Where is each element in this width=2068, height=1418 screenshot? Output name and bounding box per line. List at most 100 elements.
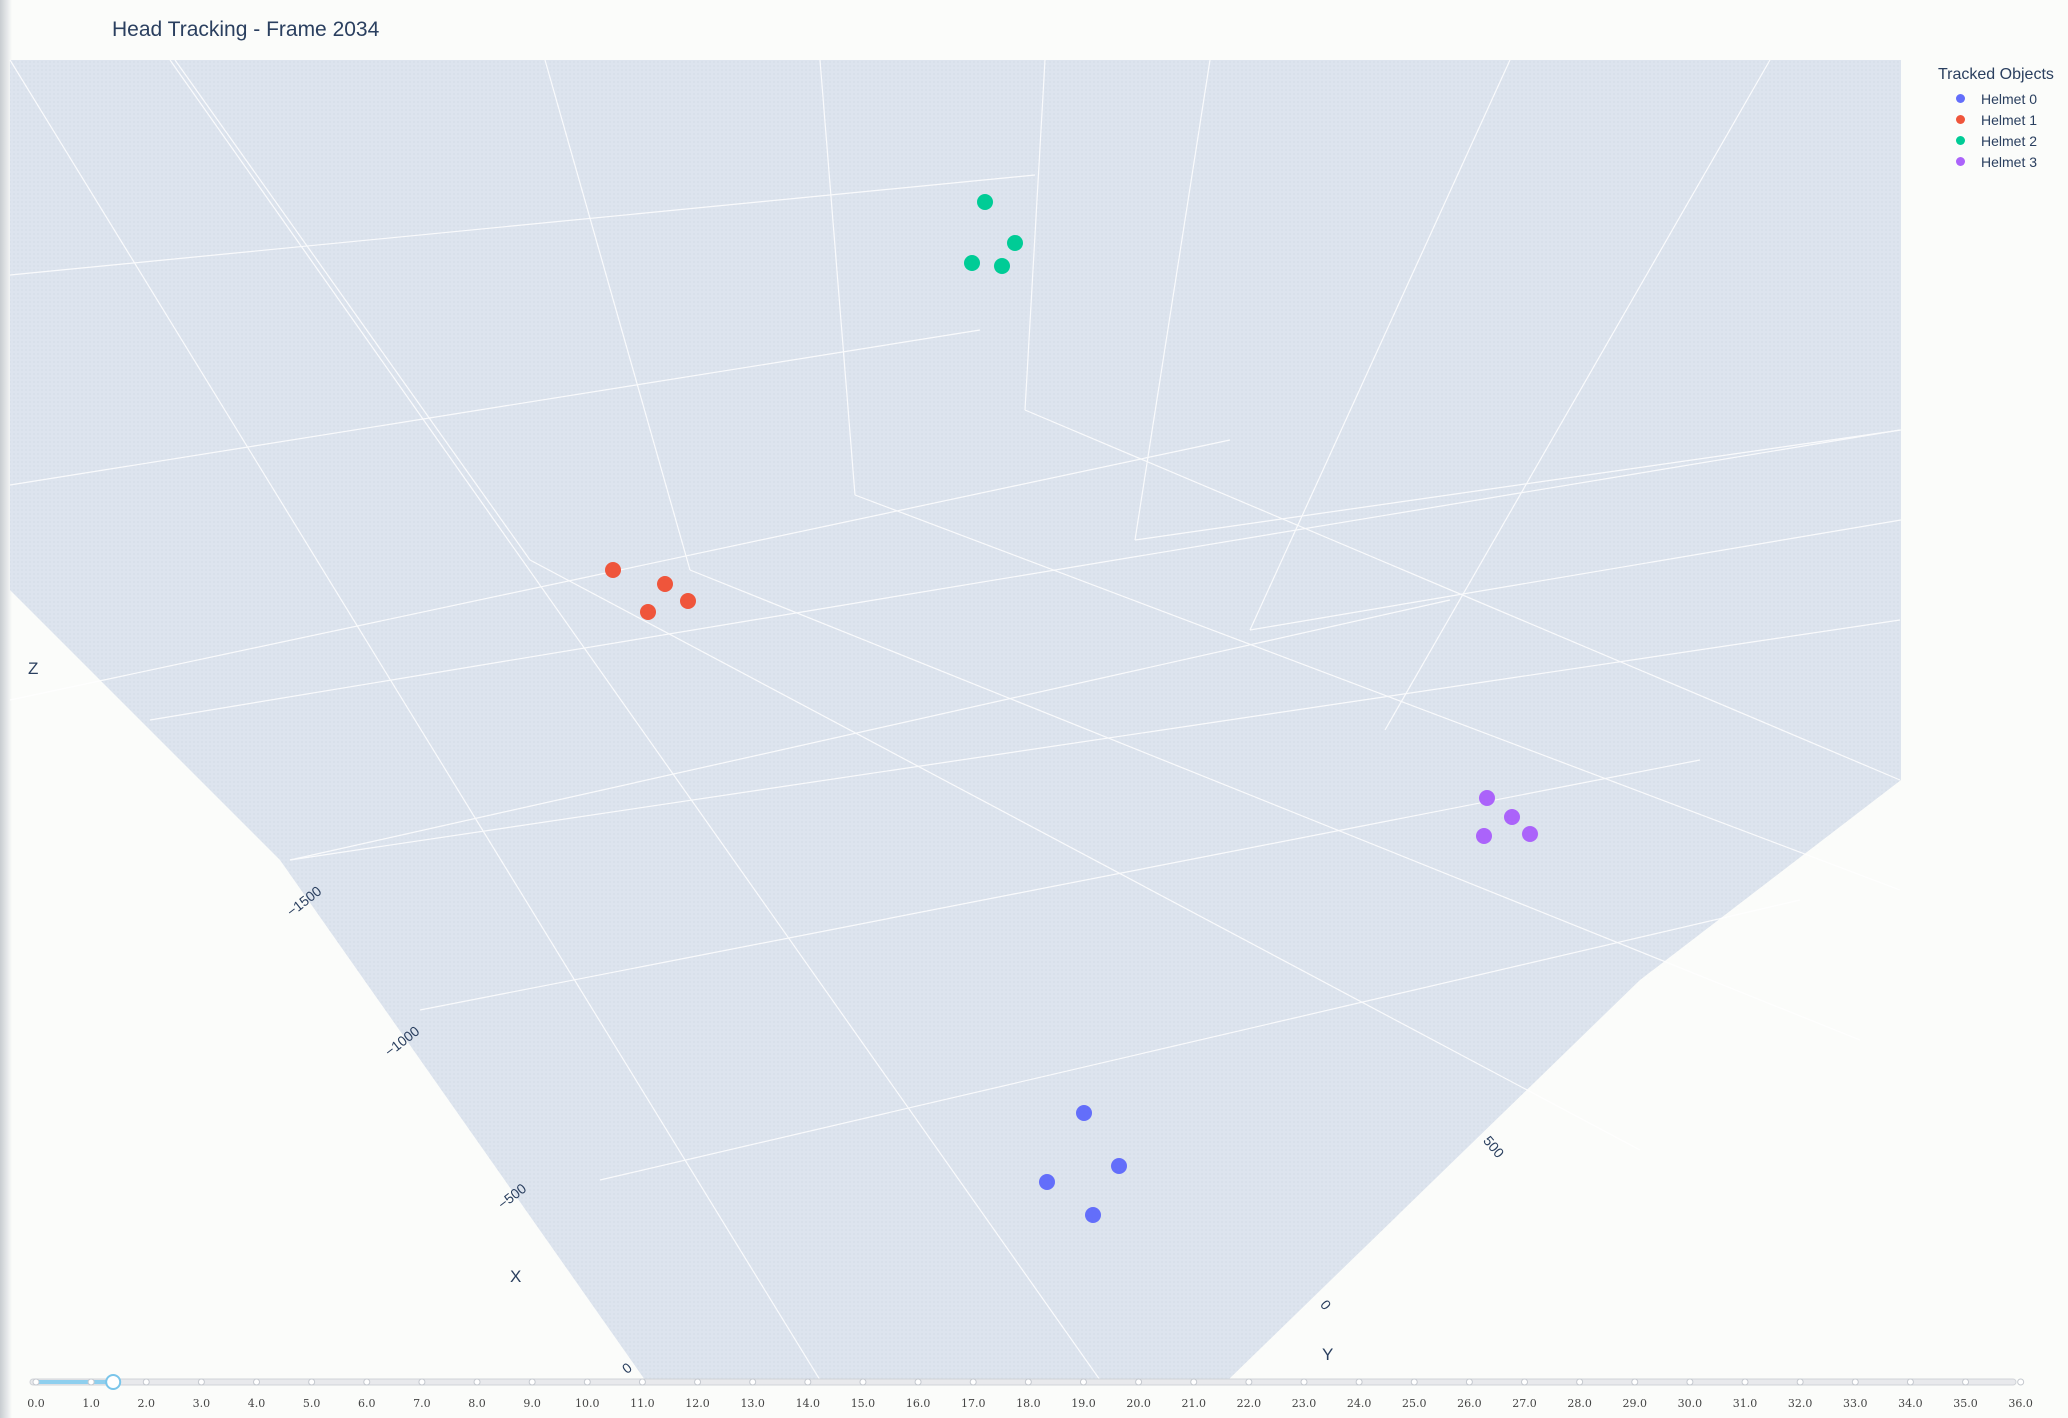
slider-step-label: 29.0 [1623,1397,1648,1410]
slider-step-label: 15.0 [851,1397,876,1410]
slider-step-dot[interactable] [1190,1378,1198,1386]
slider-step-dot[interactable] [308,1378,316,1386]
slider-step-dot[interactable] [2017,1378,2025,1386]
slider-step-label: 30.0 [1678,1397,1703,1410]
data-point [1039,1174,1055,1190]
slider-step-dot[interactable] [1465,1378,1473,1386]
slider-step-dot[interactable] [1245,1378,1253,1386]
legend-item[interactable]: Helmet 2 [1938,130,2054,151]
data-point [977,194,993,210]
slider-step-dot[interactable] [694,1378,702,1386]
slider-step-dot[interactable] [1355,1378,1363,1386]
grid-line [1024,59,1046,411]
slider-step-label: 6.0 [358,1397,376,1410]
y-tick-label: 0 [1317,1297,1334,1313]
slider-step-label: 18.0 [1016,1397,1041,1410]
grid-line [169,59,1101,1380]
slider-step-label: 7.0 [413,1397,431,1410]
legend-item[interactable]: Helmet 0 [1938,88,2054,109]
slider-step-dot[interactable] [87,1378,95,1386]
slider-step-label: 4.0 [248,1397,266,1410]
data-point [1476,828,1492,844]
legend-label: Helmet 2 [1981,132,2038,149]
slider-step-dot[interactable] [804,1378,812,1386]
slider-step-dot[interactable] [1962,1378,1970,1386]
slider-handle[interactable] [105,1374,122,1390]
slider-step-dot[interactable] [1079,1378,1087,1386]
slider-step-dot[interactable] [1631,1378,1639,1386]
legend-item[interactable]: Helmet 3 [1938,151,2054,172]
slider-step-label: 12.0 [685,1397,710,1410]
slider-step-dot[interactable] [1576,1378,1584,1386]
grid-line [9,174,1036,276]
slider-step-dot[interactable] [32,1378,40,1386]
slider-step-label: 13.0 [740,1397,765,1410]
grid-line [819,59,856,496]
grid-line [1384,59,1771,731]
slider-step-label: 5.0 [303,1397,321,1410]
slider-step-label: 31.0 [1733,1397,1758,1410]
slider-step-dot[interactable] [1300,1378,1308,1386]
data-point [1504,809,1520,825]
legend-marker-icon [1956,157,1965,166]
y-axis-title: Y [1322,1345,1333,1364]
slider-step-label: 33.0 [1843,1397,1868,1410]
legend-item[interactable]: Helmet 1 [1938,109,2054,130]
slider-step-label: 3.0 [193,1397,211,1410]
grid-line [289,619,1901,861]
slider-step-label: 23.0 [1292,1397,1317,1410]
grid-line [529,559,1641,1151]
legend-marker-icon [1956,94,1965,103]
slider-step-label: 2.0 [138,1397,156,1410]
slider-step-dot[interactable] [1796,1378,1804,1386]
grid-line [289,599,1451,861]
data-point [1076,1105,1092,1121]
window-edge [0,0,12,1418]
grid-line [854,494,1901,891]
slider-step-label: 25.0 [1402,1397,1427,1410]
slider-step-dot[interactable] [1521,1378,1529,1386]
slider-step-label: 26.0 [1457,1397,1482,1410]
grid-line [1024,409,1901,781]
slider-step-dot[interactable] [1906,1378,1914,1386]
slider-step-label: 0.0 [27,1397,45,1410]
slider-step-dot[interactable] [1410,1378,1418,1386]
slider-step-dot[interactable] [1024,1378,1032,1386]
slider-step-dot[interactable] [142,1378,150,1386]
grid-line [689,569,1861,1041]
legend-label: Helmet 3 [1981,153,2038,170]
data-point [640,604,656,620]
slider-step-dot[interactable] [197,1378,205,1386]
slider-step-dot[interactable] [969,1378,977,1386]
slider-rail[interactable] [29,1378,2017,1386]
slider-step-dot[interactable] [528,1378,536,1386]
slider-step-dot[interactable] [1686,1378,1694,1386]
slider-step-dot[interactable] [638,1378,646,1386]
slider-step-dot[interactable] [749,1378,757,1386]
legend-marker-icon [1956,136,1965,145]
grid-line [9,329,981,486]
slider-step-dot[interactable] [1741,1378,1749,1386]
slider-step-label: 32.0 [1788,1397,1813,1410]
slider-step-label: 19.0 [1071,1397,1096,1410]
slider-step-label: 9.0 [523,1397,541,1410]
data-point [964,255,980,271]
slider-step-dot[interactable] [363,1378,371,1386]
slider-step-dot[interactable] [418,1378,426,1386]
slider-progress [36,1380,114,1384]
legend-marker-icon [1956,115,1965,124]
slider-step-dot[interactable] [1135,1378,1143,1386]
slider-step-dot[interactable] [914,1378,922,1386]
slider-step-label: 16.0 [906,1397,931,1410]
data-point [605,562,621,578]
slider-step-dot[interactable] [583,1378,591,1386]
slider-step-label: 8.0 [468,1397,486,1410]
data-point [1111,1158,1127,1174]
slider-step-dot[interactable] [859,1378,867,1386]
slider-step-dot[interactable] [1851,1378,1859,1386]
slider-step-dot[interactable] [253,1378,261,1386]
slider-step-label: 27.0 [1512,1397,1537,1410]
slider-step-dot[interactable] [473,1378,481,1386]
frame-slider[interactable]: 0.0 1.0 2.0 3.0 4.0 5.0 6.0 7.0 8.0 9.0 10.0 11.0 12… [0,1370,2068,1418]
